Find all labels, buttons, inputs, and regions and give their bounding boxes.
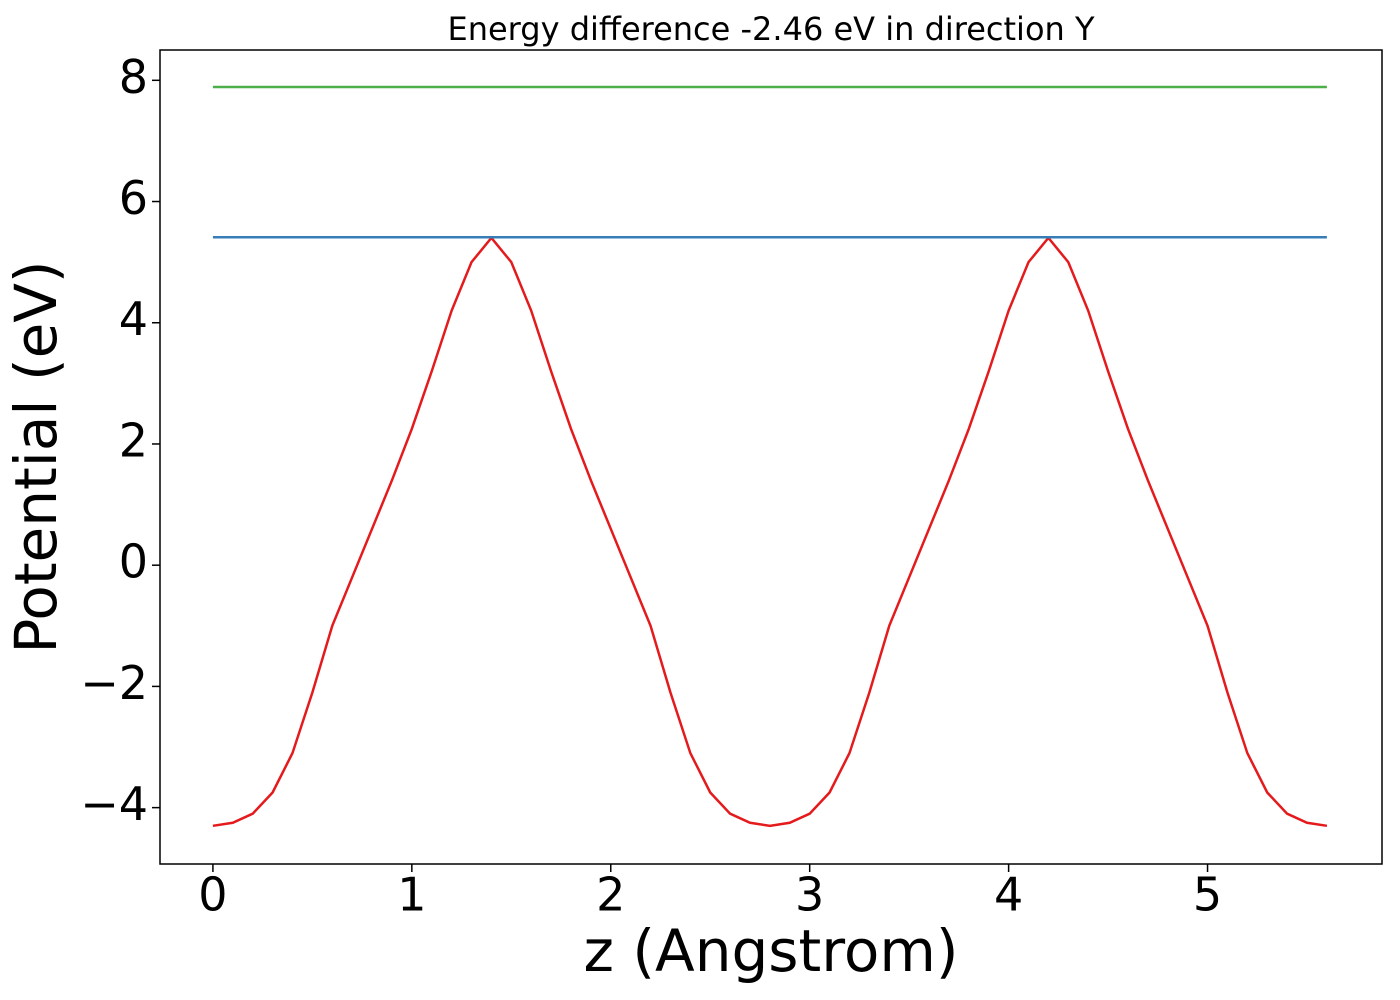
x-tick-label: 5 [1193,868,1222,922]
line-series [212,235,1328,828]
y-tick-label: 6 [119,171,148,225]
chart-title: Energy difference -2.46 eV in direction … [447,10,1094,48]
x-axis-label: z (Angstrom) [584,917,959,985]
x-tick-label: 4 [994,868,1023,922]
y-tick-label: 4 [119,292,148,346]
plot-frame [159,49,1383,865]
y-tick-label: 2 [119,413,148,467]
x-tick-label: 1 [397,868,426,922]
y-tick-label: 8 [119,50,148,104]
x-tick-label: 0 [198,868,227,922]
x-tick-label: 3 [795,868,824,922]
y-tick-label: 0 [119,535,148,589]
y-axis-label: Potential (eV) [2,260,70,653]
y-tick-label: −2 [80,656,148,710]
x-tick-label: 2 [596,868,625,922]
y-tick-label: −4 [80,777,148,831]
